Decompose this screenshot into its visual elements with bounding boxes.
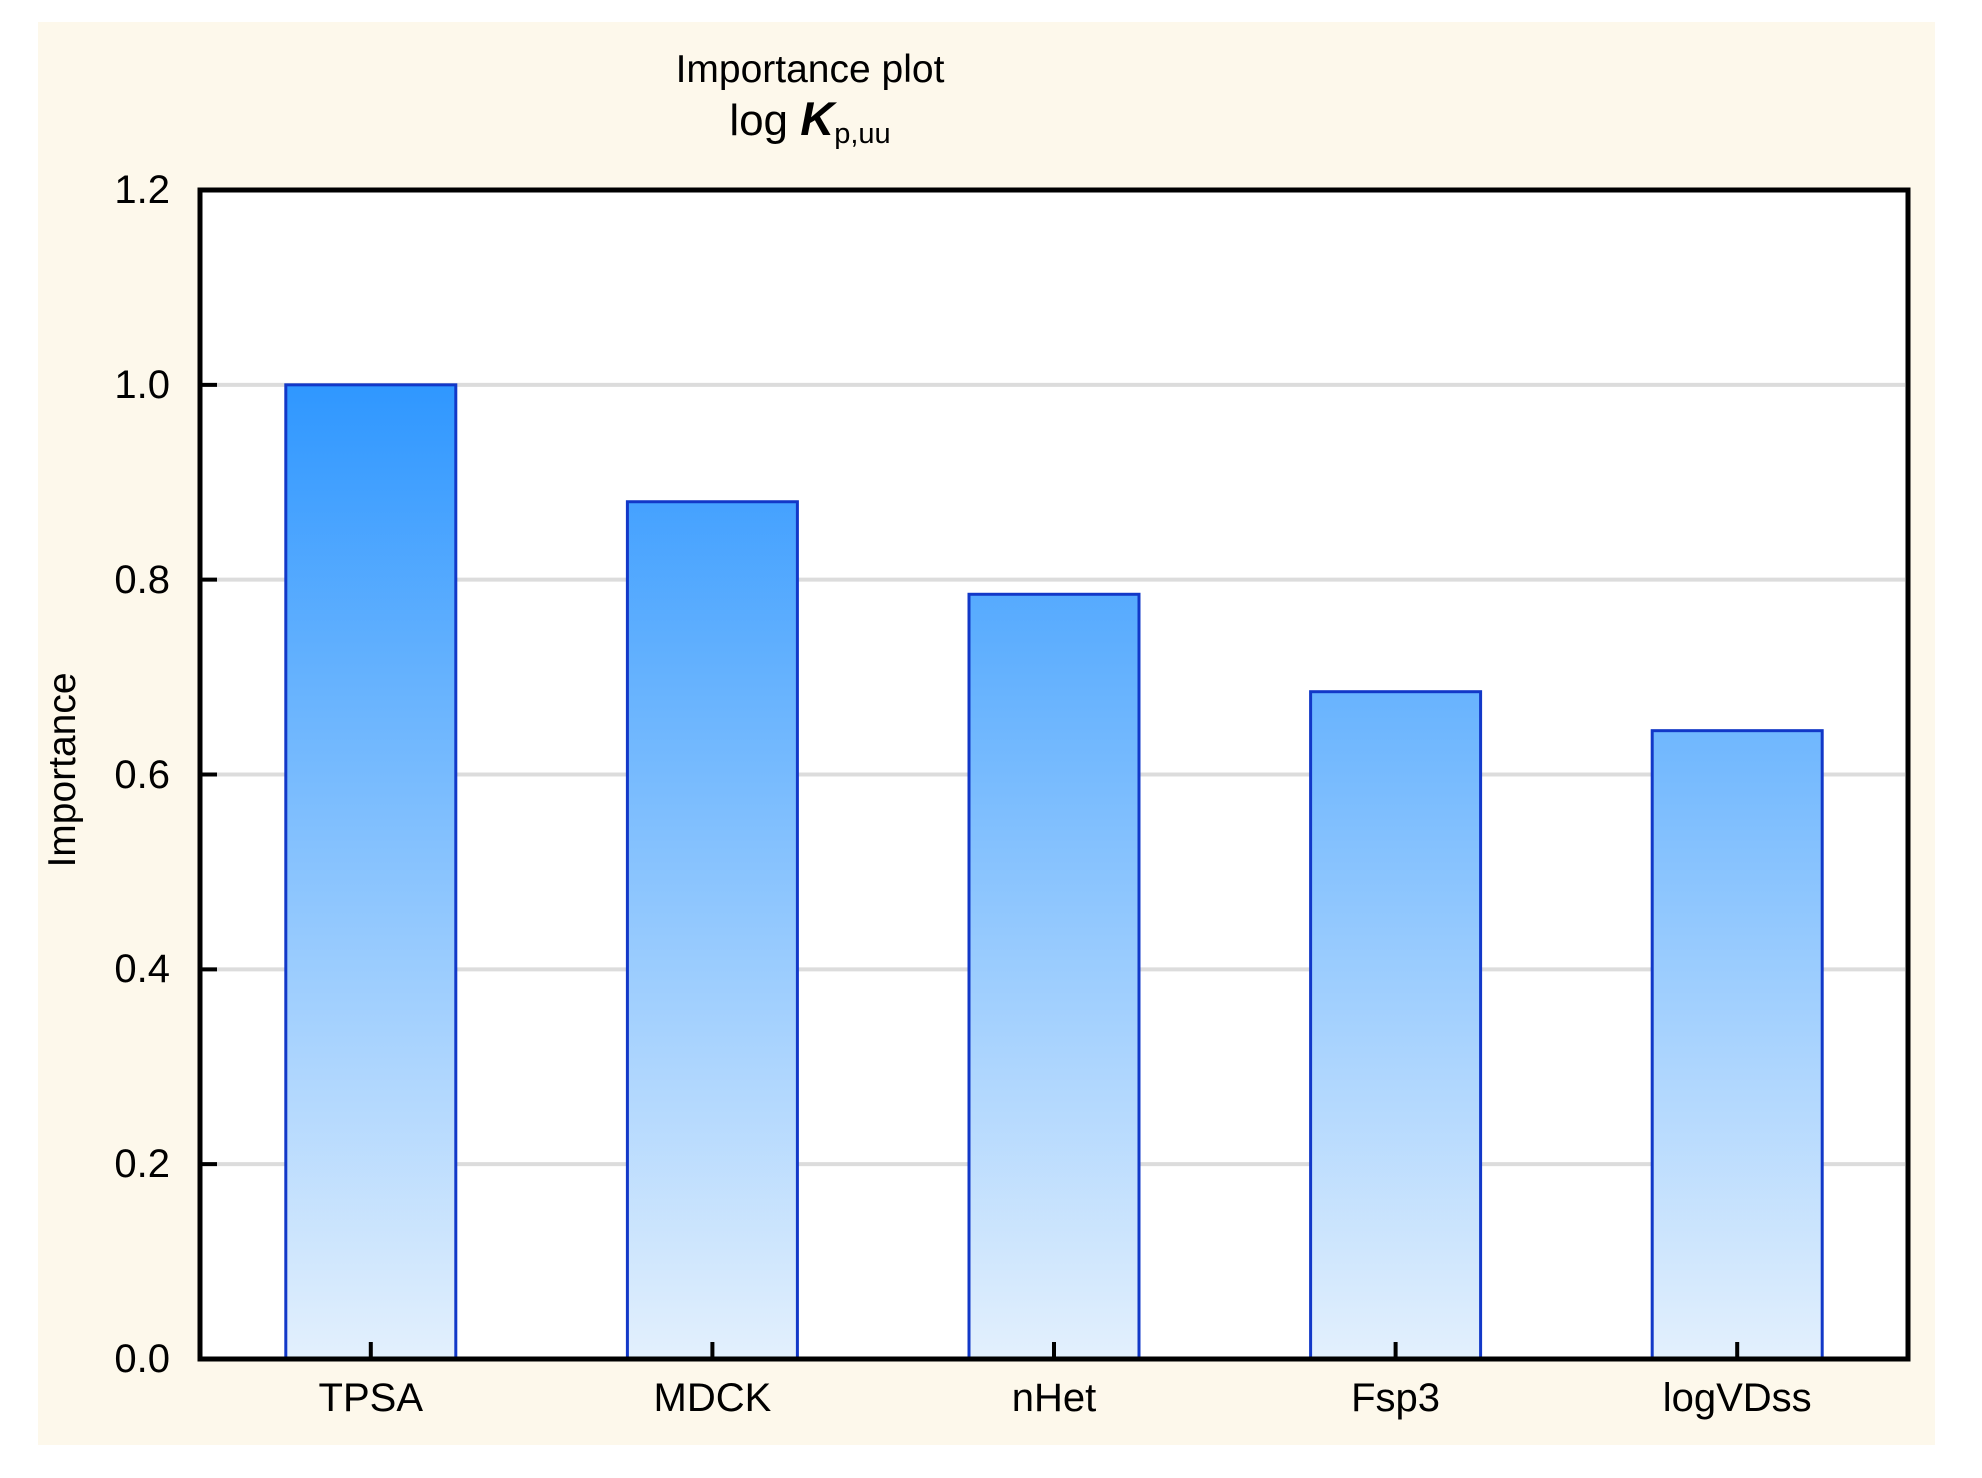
bars (284, 383, 1824, 1361)
plot-frame-and-ticks (197, 187, 1911, 1362)
ytick-label-0.2: 0.2 (114, 1142, 170, 1187)
chart-subtitle-subscript: p,uu (834, 118, 891, 150)
y-axis-title: Importance (41, 672, 84, 868)
ytick-label-1.0: 1.0 (114, 362, 170, 407)
ytick-label-1.2: 1.2 (114, 168, 170, 212)
ytick-label-0.4: 0.4 (114, 947, 170, 992)
chart-title: Importance plot (675, 48, 945, 91)
xtick-label-logVDss: logVDss (1662, 1376, 1812, 1420)
bar-logVDss (1650, 729, 1824, 1361)
ytick-label-0.8: 0.8 (114, 557, 170, 602)
ytick-label-0.0: 0.0 (114, 1337, 170, 1381)
bar-Fsp3 (1309, 690, 1483, 1361)
ytick-label-0.6: 0.6 (114, 752, 170, 797)
bar-TPSA (284, 383, 458, 1361)
bar-MDCK (625, 500, 799, 1361)
xtick-label-MDCK: MDCK (653, 1376, 772, 1420)
chart-title-block: Importance plot log Kp,uu (676, 48, 945, 159)
chart-subtitle-symbol: K (800, 92, 835, 145)
chart-subtitle-prefix: log (729, 96, 801, 145)
plot-border (197, 187, 1911, 1362)
xtick-label-nHet: nHet (1011, 1376, 1097, 1420)
xtick-label-Fsp3: Fsp3 (1351, 1376, 1441, 1420)
bar-nHet (967, 592, 1141, 1361)
xtick-label-TPSA: TPSA (318, 1376, 424, 1420)
chart-subtitle: log Kp,uu (676, 94, 945, 159)
